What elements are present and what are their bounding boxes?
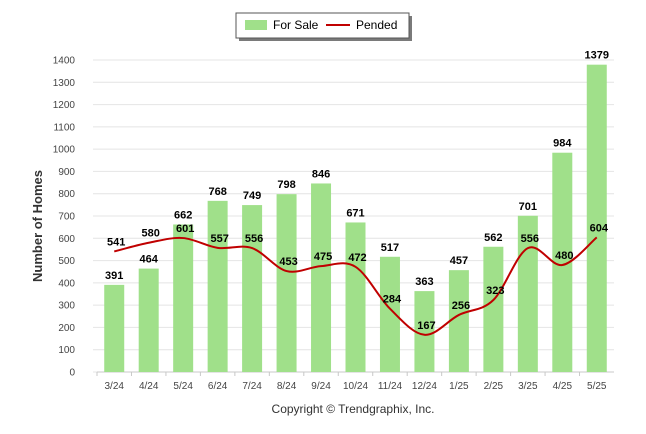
y-tick-label: 300 bbox=[58, 301, 75, 312]
x-tick-label: 3/24 bbox=[104, 381, 124, 392]
bar-value-label: 671 bbox=[346, 207, 364, 219]
x-tick-label: 11/24 bbox=[378, 381, 403, 392]
bar-value-label: 749 bbox=[243, 190, 261, 202]
y-axis-ticks: 0 100 200 300 400 500 600 700 800 900 1000 1100 1200… bbox=[53, 56, 76, 379]
x-tick-label: 10/24 bbox=[343, 381, 368, 392]
bar-value-label: 464 bbox=[140, 254, 159, 266]
line-value-label: 284 bbox=[383, 294, 402, 306]
bar-value-label: 798 bbox=[277, 179, 295, 191]
bar bbox=[311, 183, 332, 372]
x-axis-ticks: 3/24 4/24 5/24 6/24 7/24 8/24 9/24 10/24 11/24 12… bbox=[96, 372, 607, 392]
bar bbox=[207, 200, 228, 372]
line-value-label: 472 bbox=[348, 252, 366, 264]
line-value-label: 604 bbox=[590, 222, 609, 234]
y-tick-label: 100 bbox=[58, 345, 75, 356]
line-value-label: 256 bbox=[452, 300, 470, 312]
line-value-label: 541 bbox=[107, 236, 125, 248]
line-value-label: 557 bbox=[210, 233, 228, 245]
copyright-text: Copyright © Trendgraphix, Inc. bbox=[272, 402, 435, 416]
bar bbox=[517, 215, 538, 372]
bar bbox=[483, 246, 504, 372]
bar-value-label: 391 bbox=[105, 270, 123, 282]
y-tick-label: 0 bbox=[69, 368, 75, 379]
bar bbox=[552, 152, 573, 372]
pended-data-labels: 541 580 601 557 556 453 475 472 284 167 256 323 556 4… bbox=[107, 222, 609, 331]
bar-value-label: 1379 bbox=[585, 50, 609, 62]
y-tick-label: 900 bbox=[58, 167, 75, 178]
bar bbox=[138, 268, 159, 372]
x-tick-label: 12/24 bbox=[412, 381, 437, 392]
bar-value-label: 984 bbox=[553, 138, 572, 150]
bar-value-label: 457 bbox=[450, 255, 468, 267]
line-value-label: 453 bbox=[279, 256, 297, 268]
x-tick-label: 4/25 bbox=[553, 381, 573, 392]
y-tick-label: 1000 bbox=[53, 145, 76, 156]
legend-label-for-sale: For Sale bbox=[273, 18, 319, 32]
y-tick-label: 700 bbox=[58, 212, 75, 223]
y-tick-label: 1400 bbox=[53, 56, 76, 67]
x-tick-label: 3/25 bbox=[518, 381, 538, 392]
y-tick-label: 400 bbox=[58, 278, 75, 289]
bar bbox=[379, 256, 400, 372]
pended-line bbox=[113, 236, 598, 336]
line-value-label: 167 bbox=[417, 320, 435, 332]
y-tick-label: 800 bbox=[58, 189, 75, 200]
x-tick-label: 5/25 bbox=[587, 381, 607, 392]
bar-value-label: 517 bbox=[381, 242, 399, 254]
line-value-label: 556 bbox=[245, 233, 263, 245]
x-tick-label: 9/24 bbox=[311, 381, 331, 392]
line-value-label: 601 bbox=[176, 223, 194, 235]
line-value-label: 323 bbox=[486, 285, 504, 297]
legend-swatch-for-sale bbox=[245, 20, 267, 30]
line-value-label: 475 bbox=[314, 251, 332, 263]
x-tick-label: 8/24 bbox=[277, 381, 297, 392]
y-tick-label: 1200 bbox=[53, 100, 76, 111]
for-sale-data-labels: 391 464 662 768 749 798 846 671 517 363 457 562 701 9… bbox=[105, 50, 609, 288]
line-value-label: 556 bbox=[521, 233, 539, 245]
bar-value-label: 562 bbox=[484, 232, 502, 244]
x-tick-label: 7/24 bbox=[242, 381, 262, 392]
bar-value-label: 701 bbox=[519, 201, 537, 213]
y-tick-label: 1300 bbox=[53, 78, 76, 89]
bar bbox=[345, 222, 366, 372]
bar bbox=[104, 284, 125, 372]
bar bbox=[276, 194, 297, 372]
y-tick-label: 200 bbox=[58, 323, 75, 334]
line-value-label: 580 bbox=[142, 228, 160, 240]
x-tick-label: 5/24 bbox=[173, 381, 193, 392]
bar bbox=[414, 291, 435, 372]
bar-value-label: 846 bbox=[312, 168, 330, 180]
bar bbox=[448, 270, 469, 372]
for-sale-bars bbox=[104, 64, 607, 373]
bar bbox=[586, 64, 607, 373]
bar-value-label: 363 bbox=[415, 276, 433, 288]
bar-value-label: 662 bbox=[174, 209, 192, 221]
line-value-label: 480 bbox=[555, 250, 573, 262]
x-tick-label: 6/24 bbox=[208, 381, 228, 392]
x-tick-label: 2/25 bbox=[484, 381, 504, 392]
bar bbox=[173, 224, 194, 372]
legend-label-pended: Pended bbox=[356, 18, 397, 32]
y-tick-label: 500 bbox=[58, 256, 75, 267]
y-tick-label: 1100 bbox=[53, 122, 75, 133]
x-tick-label: 1/25 bbox=[449, 381, 469, 392]
x-tick-label: 4/24 bbox=[139, 381, 159, 392]
legend: For Sale Pended bbox=[235, 12, 412, 41]
y-tick-label: 600 bbox=[58, 234, 75, 245]
bar bbox=[242, 205, 263, 372]
y-axis-title: Number of Homes bbox=[30, 170, 45, 282]
bar-value-label: 768 bbox=[208, 186, 226, 198]
